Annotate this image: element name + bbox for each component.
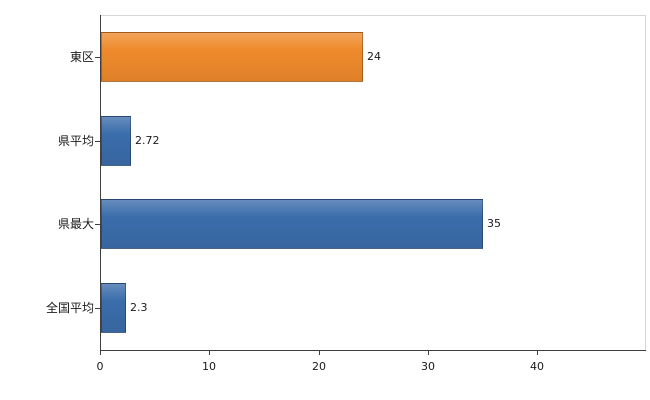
- y-axis-tick: [95, 141, 100, 142]
- x-axis-line: [100, 350, 646, 351]
- x-axis-tick: [537, 351, 538, 355]
- bar-3: [101, 199, 483, 249]
- x-axis-tick-label: 20: [312, 360, 326, 373]
- plot-border-top: [100, 15, 646, 16]
- y-axis-category-label: 県最大: [57, 217, 94, 231]
- y-axis-category-label: 東区: [69, 50, 94, 64]
- y-axis-category-label: 全国平均: [45, 301, 94, 315]
- bar-value-label: 35: [487, 217, 501, 230]
- x-axis-tick-label: 40: [530, 360, 544, 373]
- y-axis-tick: [95, 224, 100, 225]
- x-axis-tick: [319, 351, 320, 355]
- x-axis-tick: [428, 351, 429, 355]
- bar-2: [101, 116, 131, 166]
- bar-4: [101, 283, 126, 333]
- x-axis-tick-label: 0: [96, 360, 104, 373]
- y-axis-tick: [95, 308, 100, 309]
- x-axis-tick-label: 10: [202, 360, 216, 373]
- bar-value-label: 24: [367, 50, 381, 63]
- x-axis-tick-label: 30: [421, 360, 435, 373]
- x-axis-tick: [209, 351, 210, 355]
- plot-area: 24 2.72 35 2.3: [101, 15, 646, 350]
- y-axis-category-label: 県平均: [57, 134, 94, 148]
- y-axis-tick: [95, 57, 100, 58]
- x-axis-tick: [100, 351, 101, 355]
- bar-value-label: 2.72: [135, 134, 160, 147]
- bar-value-label: 2.3: [130, 301, 148, 314]
- y-axis-line: [100, 15, 101, 351]
- plot-border-right: [645, 15, 646, 351]
- bar-1: [101, 32, 363, 82]
